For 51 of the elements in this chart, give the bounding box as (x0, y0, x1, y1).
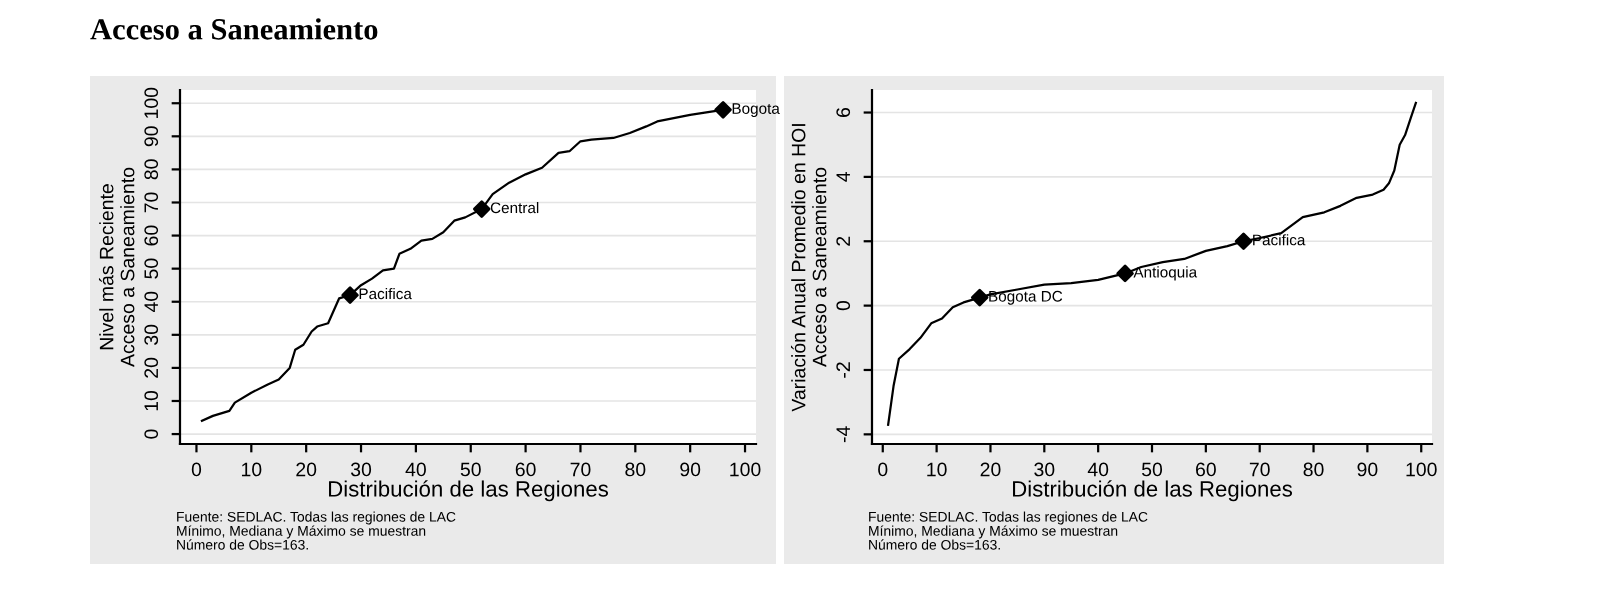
point (970, 288, 989, 307)
y-tick-label: 2 (836, 236, 850, 246)
y-tick-label: 6 (836, 107, 851, 117)
chart-title: Acceso a Saneamiento (90, 18, 378, 40)
x-tick-label: 60 (1196, 462, 1216, 477)
y-tick-label: 10 (144, 390, 159, 411)
y-tick-label: -4 (836, 426, 850, 443)
x-tick-label: 80 (1303, 462, 1324, 477)
y-tick-label: 60 (144, 225, 159, 246)
y-tick-label: 20 (144, 357, 159, 378)
x-tick-label: 50 (1141, 462, 1163, 477)
x-tick-label: 10 (241, 462, 262, 477)
y-tick-label: 100 (144, 87, 159, 118)
x-tick-label: 30 (1034, 462, 1055, 477)
y-tick-label: 70 (144, 192, 159, 213)
x-axis-title: Distribución de las Regiones (1013, 480, 1293, 502)
x-axis-title: Distribución de las Regiones (329, 480, 609, 502)
x-tick-label: 20 (296, 462, 317, 477)
y-tick-label: 40 (144, 291, 159, 313)
x-tick-label: 80 (625, 462, 646, 477)
line-series (887, 101, 1417, 426)
x-tick-label: 100 (1406, 462, 1437, 477)
x-tick-label: 90 (1357, 462, 1378, 477)
x-tick-label: 70 (1249, 462, 1270, 477)
x-tick-label: 0 (878, 462, 888, 477)
y-tick-label: 0 (836, 300, 851, 311)
x-tick-label: 100 (730, 462, 761, 477)
x-tick-label: 70 (570, 462, 591, 477)
y-axis-title: Variación Anual Promedio en HOI Acceso a Saneamiento (790, 124, 827, 412)
y-axis-title: Nivel más Reciente Acceso a Saneamiento (98, 167, 135, 367)
y-tick-label: 90 (144, 126, 159, 147)
y-tick-label: 80 (144, 159, 159, 180)
x-tick-label: 50 (460, 462, 481, 477)
point (472, 200, 491, 218)
x-tick-label: 20 (980, 462, 1001, 477)
x-tick-label: 40 (405, 462, 426, 477)
x-tick-label: 60 (515, 462, 536, 477)
y-tick-label: 4 (836, 172, 850, 182)
x-tick-label: 0 (191, 462, 202, 477)
y-tick-label: -2 (836, 362, 850, 378)
point (341, 286, 359, 304)
x-tick-label: 10 (927, 462, 947, 477)
point (714, 101, 732, 119)
x-tick-label: 40 (1087, 462, 1109, 477)
x-tick-label: 90 (680, 462, 701, 477)
y-tick-label: 30 (144, 324, 159, 345)
point (1234, 232, 1253, 250)
y-tick-label: 50 (144, 258, 159, 279)
y-tick-label: 0 (144, 429, 159, 439)
x-tick-label: 30 (350, 462, 372, 477)
point (1116, 264, 1134, 283)
